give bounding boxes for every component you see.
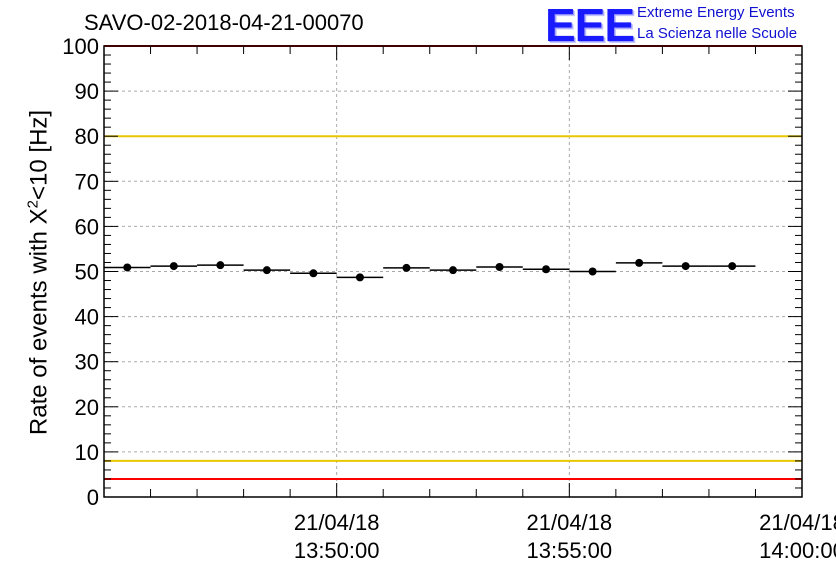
- y-tick-label: 50: [75, 260, 99, 285]
- data-point: [635, 258, 644, 267]
- y-tick-label: 0: [87, 485, 99, 510]
- data-point: [588, 267, 597, 276]
- logo-line-1: Extreme Energy Events: [637, 4, 795, 21]
- y-tick-label: 40: [75, 305, 99, 330]
- y-tick-label: 60: [75, 214, 99, 239]
- y-tick-label: 30: [75, 350, 99, 375]
- logo-line-2: La Scienza nelle Scuole: [637, 25, 798, 42]
- x-tick-label-time: 13:50:00: [294, 538, 380, 563]
- y-tick-label: 100: [62, 34, 99, 59]
- data-point: [402, 263, 411, 272]
- eee-logo-mark: EEE: [545, 0, 635, 51]
- y-axis-label: Rate of events with X2<10 [Hz]: [0, 0, 53, 572]
- y-tick-label: 70: [75, 169, 99, 194]
- x-tick-label-time: 13:55:00: [527, 538, 613, 563]
- data-point: [169, 262, 178, 271]
- eee-logo: EEE Extreme Energy Events La Scienza nel…: [545, 0, 835, 51]
- y-axis-label-pre: Rate of events with X: [25, 208, 53, 436]
- data-point: [681, 262, 690, 271]
- data-point: [542, 265, 551, 274]
- x-tick-label-time: 14:00:00: [759, 538, 836, 563]
- y-axis-label-sup: 2: [24, 199, 42, 209]
- x-tick-label-date: 21/04/18: [527, 510, 613, 535]
- data-point: [309, 269, 318, 278]
- data-point: [216, 261, 225, 270]
- y-tick-label: 90: [75, 79, 99, 104]
- y-tick-label: 10: [75, 440, 99, 465]
- data-point: [728, 262, 737, 271]
- y-tick-label: 80: [75, 124, 99, 149]
- x-tick-label-date: 21/04/18: [759, 510, 836, 535]
- x-tick-label-date: 21/04/18: [294, 510, 380, 535]
- data-point: [123, 263, 132, 272]
- data-point: [449, 266, 457, 275]
- data-point: [355, 273, 364, 282]
- data-point: [495, 262, 504, 271]
- data-point: [262, 266, 271, 275]
- chart-title: SAVO-02-2018-04-21-00070: [84, 10, 364, 35]
- y-axis-label-post: <10 [Hz]: [25, 109, 53, 200]
- y-tick-label: 20: [75, 395, 99, 420]
